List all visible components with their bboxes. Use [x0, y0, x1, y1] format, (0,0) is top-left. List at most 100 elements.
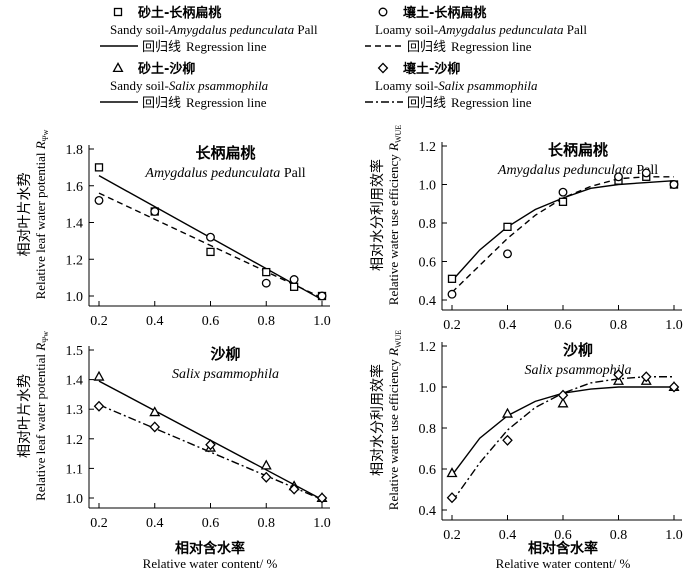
data-point-circle — [261, 278, 271, 288]
legend-marker-square-icon — [113, 7, 123, 17]
data-point-triangle — [446, 467, 458, 478]
data-point-diamond — [640, 371, 652, 383]
y-tick-label: 1.0 — [419, 381, 437, 396]
data-point-diamond — [149, 421, 161, 433]
x-tick-label: 0.4 — [499, 528, 517, 543]
data-point-diamond — [288, 483, 300, 495]
data-point-diamond — [316, 492, 328, 504]
y-tick-label: 0.8 — [419, 217, 437, 232]
data-point-circle — [669, 180, 679, 189]
data-point-triangle — [260, 459, 272, 470]
y-tick-label: 1.6 — [66, 180, 84, 195]
x-tick-label: 0.2 — [443, 318, 461, 333]
legend-label-zh: 壤土-沙柳 — [403, 61, 460, 77]
data-point-square — [206, 247, 215, 257]
x-tick-label: 0.8 — [610, 318, 628, 333]
data-point-circle — [206, 232, 215, 242]
x-tick-label: 1.0 — [313, 516, 331, 531]
x-label-en: Relative water content/ % — [496, 556, 631, 571]
data-point-square — [558, 197, 568, 206]
fit-line-dashed — [98, 192, 323, 299]
fit-line-dashdot — [98, 404, 323, 501]
data-point-triangle — [557, 397, 569, 408]
y-tick-label: 0.8 — [419, 422, 437, 437]
legend-line-label-zh: 回归线 — [142, 40, 181, 55]
data-point-diamond — [260, 471, 272, 483]
x-tick-label: 0.2 — [90, 516, 108, 531]
legend-marker-diamond-icon — [377, 62, 389, 74]
chart-title-zh: 沙柳 — [210, 345, 240, 363]
legend-line-label-en: Regression line — [186, 95, 267, 110]
x-label-zh: 相对含水率 — [528, 540, 598, 557]
data-point-square — [447, 274, 457, 283]
y-label-en: Relative leaf water potential RΨw — [33, 129, 50, 299]
data-point-triangle — [149, 406, 161, 417]
x-label-zh: 相对含水率 — [175, 540, 245, 557]
charts: 1.0 1.2 1.4 1.6 1.8 0.2 0.4 0.6 0.8 1.0 长柄扁桃 Amygda… — [17, 125, 683, 543]
data-point-circle — [558, 187, 568, 197]
legend-line-label-zh: 回归线 — [407, 96, 446, 111]
data-point-circle — [150, 207, 160, 216]
data-point-circle — [94, 195, 104, 205]
y-label-zh: 相对水分利用效率 — [369, 159, 386, 271]
data-point-diamond — [557, 389, 569, 401]
chart-amygdalus-rpw: 1.0 1.2 1.4 1.6 1.8 0.2 0.4 0.6 0.8 1.0 长柄扁桃 Amygda… — [17, 129, 331, 329]
legend-marker-triangle-icon — [112, 62, 124, 73]
legend-line-label-en: Regression line — [451, 39, 532, 54]
chart-title-zh: 长柄扁桃 — [548, 141, 608, 159]
chart-amygdalus-rwue: 0.4 0.6 0.8 1.0 1.2 0.2 0.4 0.6 0.8 1.0 长柄扁桃 Amygda… — [369, 125, 683, 333]
data-point-square — [94, 163, 104, 172]
chart-title-en: Amygdalus pedunculata Pall — [497, 163, 658, 178]
chart-title-zh: 沙柳 — [563, 341, 593, 359]
y-tick-label: 0.6 — [419, 463, 437, 478]
data-point-circle — [289, 275, 299, 284]
data-point-triangle — [613, 374, 624, 385]
y-tick-label: 0.4 — [419, 504, 437, 519]
legend-line-label-en: Regression line — [451, 95, 532, 110]
y-tick-label: 1.2 — [419, 340, 437, 355]
x-tick-label: 0.8 — [258, 516, 276, 531]
x-tick-label: 0.2 — [443, 528, 461, 543]
y-tick-label: 1.2 — [419, 140, 437, 155]
y-tick-label: 1.4 — [66, 374, 84, 389]
legend-line-label-zh: 回归线 — [407, 40, 446, 55]
y-tick-label: 1.0 — [66, 290, 84, 305]
x-tick-label: 1.0 — [313, 314, 331, 329]
data-point-diamond — [205, 439, 216, 451]
x-tick-label: 0.4 — [499, 318, 517, 333]
y-label-zh: 相对叶片水势 — [17, 374, 33, 458]
y-tick-label: 1.2 — [66, 253, 84, 268]
x-tick-label: 1.0 — [665, 528, 683, 543]
y-tick-label: 1.0 — [419, 179, 437, 194]
y-tick-label: 1.1 — [66, 462, 84, 477]
legend-marker-circle-icon — [378, 7, 388, 17]
x-tick-label: 0.6 — [202, 314, 220, 329]
data-point-circle — [641, 168, 651, 178]
legend-label-zh: 砂土-沙柳 — [137, 61, 195, 77]
legend-label-en: Loamy soil-Amygdalus pedunculata Pall — [375, 22, 587, 37]
y-tick-label: 1.2 — [66, 433, 84, 448]
chart-salix-rwue: 0.4 0.6 0.8 1.0 1.2 0.2 0.4 0.6 0.8 1.0 沙柳 Salix ps… — [369, 330, 683, 543]
data-point-diamond — [446, 492, 458, 504]
x-tick-label: 0.6 — [554, 528, 572, 543]
x-tick-label: 0.4 — [146, 314, 164, 329]
x-tick-label: 0.8 — [258, 314, 276, 329]
x-tick-label: 0.6 — [202, 516, 220, 531]
x-tick-label: 0.8 — [610, 528, 628, 543]
y-tick-label: 0.4 — [419, 294, 437, 309]
data-point-diamond — [668, 381, 680, 393]
fit-line-dashed — [451, 176, 674, 293]
data-point-square — [262, 267, 271, 277]
legend-label-en: Loamy soil-Salix psammophila — [375, 78, 538, 93]
x-tick-label: 0.2 — [90, 314, 108, 329]
y-tick-label: 1.5 — [66, 344, 84, 359]
x-tick-label: 0.6 — [554, 318, 572, 333]
data-point-triangle — [502, 407, 513, 418]
legend-label-en: Sandy soil-Amygdalus pedunculata Pall — [110, 22, 318, 37]
y-label-zh: 相对水分利用效率 — [369, 364, 386, 476]
